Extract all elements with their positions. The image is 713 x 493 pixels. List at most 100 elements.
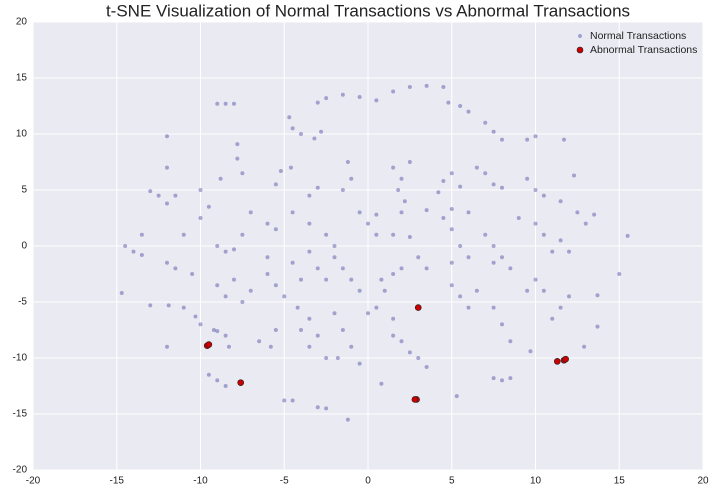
normal-point bbox=[550, 316, 555, 321]
normal-point bbox=[458, 104, 463, 108]
normal-point bbox=[374, 212, 379, 217]
normal-point bbox=[332, 311, 337, 316]
y-tick-label: 20 bbox=[16, 17, 28, 28]
normal-point bbox=[273, 227, 278, 232]
normal-point bbox=[491, 182, 496, 187]
normal-point bbox=[282, 398, 287, 403]
x-tick-label: -15 bbox=[110, 476, 125, 487]
normal-point bbox=[206, 372, 211, 377]
normal-point bbox=[533, 221, 538, 226]
normal-point bbox=[491, 244, 496, 248]
normal-point bbox=[290, 398, 295, 403]
normal-point bbox=[218, 176, 223, 181]
normal-point bbox=[466, 305, 471, 310]
normal-point bbox=[528, 349, 533, 354]
normal-point bbox=[458, 294, 463, 299]
normal-point bbox=[315, 266, 320, 271]
normal-point bbox=[567, 294, 571, 299]
normal-point bbox=[582, 344, 587, 349]
normal-point bbox=[491, 129, 496, 134]
normal-point bbox=[366, 221, 370, 226]
normal-point bbox=[449, 227, 454, 232]
normal-point bbox=[572, 173, 577, 178]
normal-point bbox=[349, 277, 354, 282]
normal-point bbox=[357, 95, 362, 100]
normal-point bbox=[215, 378, 220, 383]
normal-point bbox=[391, 232, 396, 237]
abnormal-point bbox=[553, 358, 561, 365]
normal-point bbox=[148, 189, 153, 194]
x-tick-label: 0 bbox=[365, 476, 371, 487]
normal-point bbox=[357, 288, 362, 293]
normal-point bbox=[119, 291, 124, 296]
normal-point bbox=[533, 277, 538, 282]
normal-point bbox=[441, 179, 446, 184]
normal-point bbox=[357, 361, 362, 366]
normal-point bbox=[265, 221, 270, 226]
normal-point bbox=[282, 294, 287, 299]
normal-point bbox=[595, 293, 600, 298]
normal-point bbox=[617, 272, 622, 276]
normal-point bbox=[407, 235, 412, 240]
normal-point bbox=[156, 193, 161, 198]
normal-point bbox=[508, 266, 513, 271]
normal-point bbox=[232, 247, 236, 252]
normal-point bbox=[575, 210, 580, 215]
normal-point bbox=[315, 185, 320, 190]
normal-point bbox=[379, 381, 384, 386]
normal-point bbox=[123, 244, 128, 248]
normal-point bbox=[508, 339, 513, 344]
normal-point bbox=[340, 266, 345, 271]
normal-point bbox=[454, 394, 459, 399]
normal-point bbox=[349, 344, 354, 349]
normal-point bbox=[436, 190, 441, 195]
normal-point bbox=[223, 333, 228, 338]
normal-point bbox=[424, 208, 429, 213]
normal-point bbox=[248, 288, 253, 293]
normal-point bbox=[399, 339, 404, 344]
normal-point bbox=[193, 314, 198, 319]
normal-point bbox=[525, 288, 530, 293]
legend-marker bbox=[578, 34, 582, 38]
normal-point bbox=[416, 255, 421, 260]
normal-point bbox=[379, 277, 384, 282]
x-tick-label: -10 bbox=[193, 476, 208, 487]
normal-point bbox=[223, 294, 228, 299]
normal-point bbox=[491, 305, 496, 310]
normal-point bbox=[508, 376, 513, 381]
normal-point bbox=[595, 324, 600, 329]
normal-point bbox=[483, 232, 488, 237]
normal-point bbox=[561, 137, 566, 142]
normal-point bbox=[278, 168, 283, 173]
normal-point bbox=[407, 350, 412, 355]
normal-point bbox=[198, 188, 203, 192]
normal-point bbox=[500, 185, 504, 190]
normal-point bbox=[312, 136, 317, 141]
normal-point bbox=[399, 266, 404, 271]
normal-point bbox=[558, 238, 563, 243]
normal-point bbox=[567, 249, 571, 254]
x-tick-label: 10 bbox=[530, 476, 542, 487]
y-tick-label: 10 bbox=[16, 129, 28, 140]
normal-point bbox=[558, 305, 563, 310]
normal-point bbox=[340, 92, 345, 97]
normal-point bbox=[265, 272, 270, 276]
y-tick-label: 0 bbox=[21, 241, 27, 252]
normal-point bbox=[357, 210, 362, 215]
normal-point bbox=[533, 134, 538, 139]
normal-point bbox=[399, 210, 404, 215]
abnormal-point bbox=[414, 304, 422, 311]
normal-point bbox=[324, 406, 329, 411]
normal-point bbox=[240, 171, 245, 176]
normal-point bbox=[223, 101, 228, 106]
normal-point bbox=[235, 142, 240, 147]
normal-point bbox=[345, 160, 350, 164]
normal-point bbox=[441, 84, 446, 89]
normal-point bbox=[541, 288, 546, 293]
y-tick-label: -10 bbox=[13, 353, 28, 364]
normal-point bbox=[235, 156, 240, 161]
normal-point bbox=[407, 160, 412, 164]
normal-point bbox=[265, 255, 270, 260]
normal-point bbox=[449, 171, 454, 176]
normal-point bbox=[315, 405, 320, 410]
